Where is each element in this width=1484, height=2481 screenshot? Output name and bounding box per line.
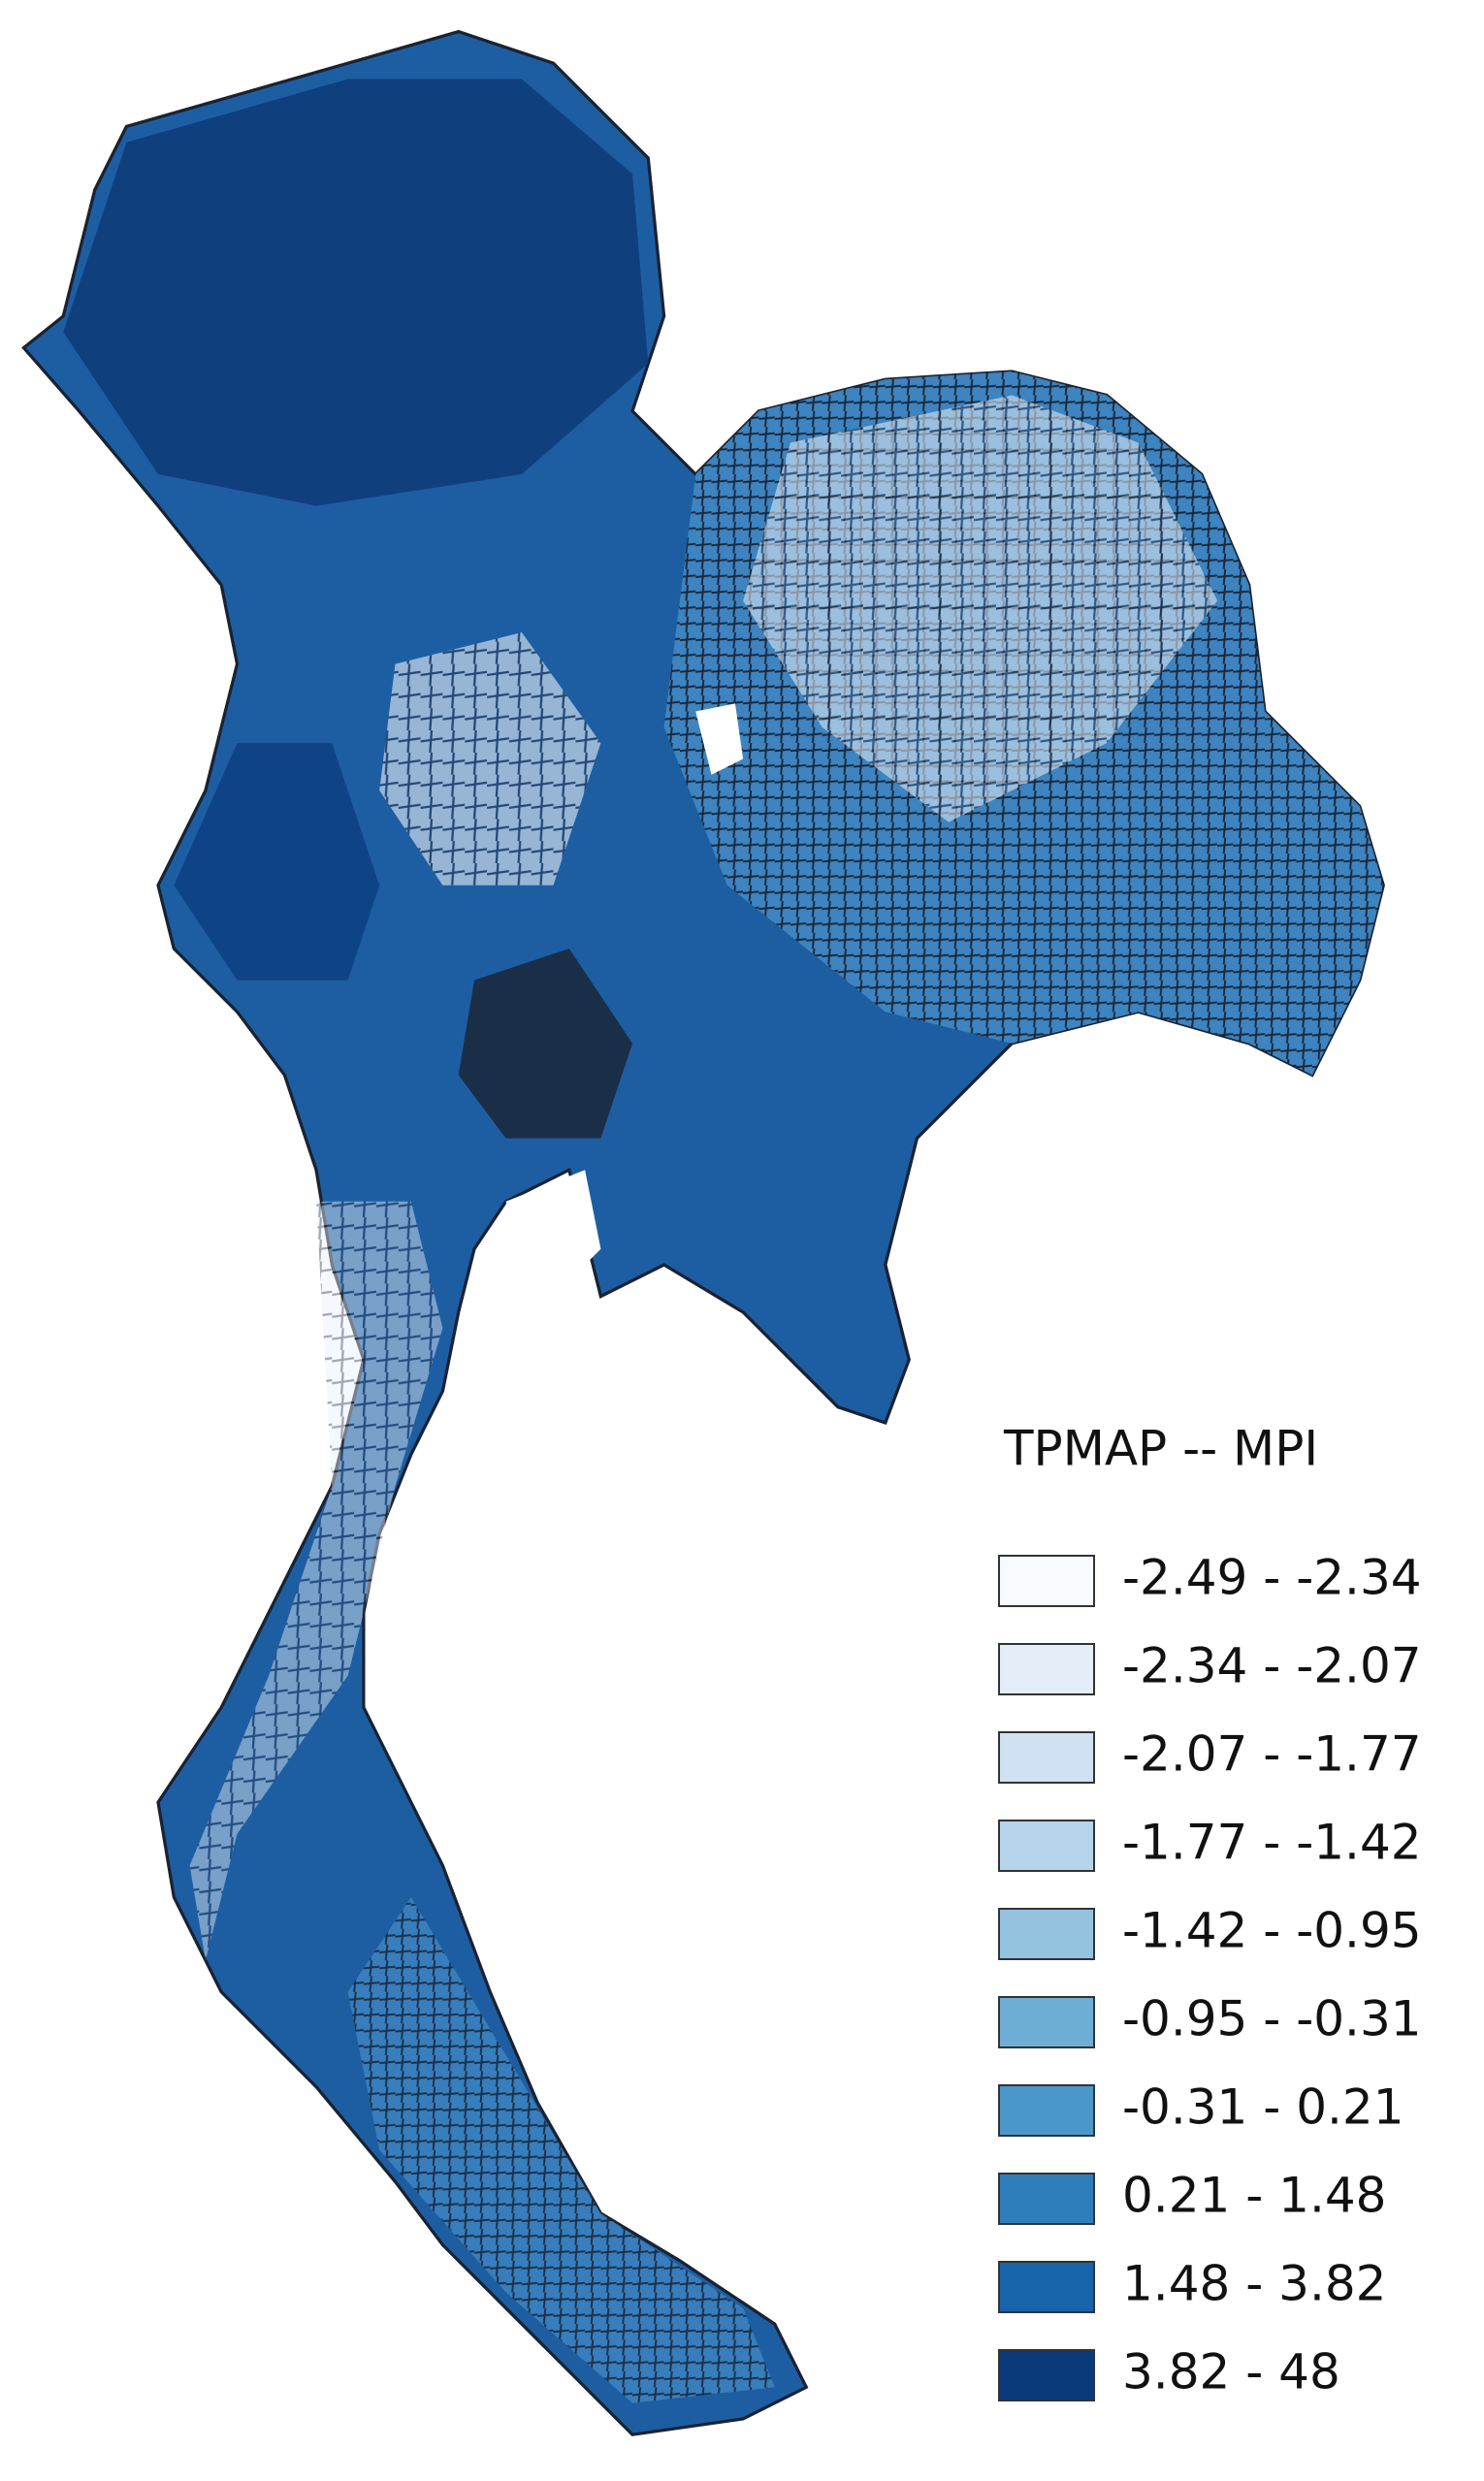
northeast-light <box>743 395 1218 822</box>
legend-label: -2.34 - -2.07 <box>1122 1638 1422 1694</box>
legend-label: 1.48 - 3.82 <box>1122 2256 1387 2312</box>
legend-swatch <box>998 2261 1095 2313</box>
legend-label: 3.82 - 48 <box>1122 2344 1340 2400</box>
legend-swatch <box>998 2349 1095 2401</box>
south-mixed <box>347 1897 775 2403</box>
lake <box>695 703 744 775</box>
legend-title: TPMAP -- MPI <box>1003 1421 1318 1477</box>
legend-label: -0.95 - -0.31 <box>1122 1991 1422 2047</box>
central-light <box>379 632 601 886</box>
legend-swatch <box>998 1555 1095 1607</box>
legend: -2.49 - -2.34 -2.34 - -2.07 -2.07 - -1.77 -… <box>998 1550 1422 2401</box>
peninsula-light <box>189 1201 443 1961</box>
west-dark <box>174 743 380 981</box>
legend-label: -2.07 - -1.77 <box>1122 1726 1422 1783</box>
legend-label: -1.42 - -0.95 <box>1122 1903 1422 1959</box>
legend-swatch <box>998 2173 1095 2225</box>
legend-label: -2.49 - -2.34 <box>1122 1550 1422 1606</box>
gulf <box>505 1170 601 1281</box>
thailand-map <box>21 29 1385 2436</box>
legend-swatch <box>998 1996 1095 2048</box>
central-dense <box>458 949 632 1139</box>
legend-swatch <box>998 1643 1095 1695</box>
legend-swatch <box>998 1731 1095 1784</box>
legend-swatch <box>998 2084 1095 2137</box>
legend-swatch <box>998 1908 1095 1960</box>
north-dark <box>63 79 649 506</box>
legend-label: -1.77 - -1.42 <box>1122 1815 1422 1871</box>
legend-label: -0.31 - 0.21 <box>1122 2079 1404 2136</box>
legend-label: 0.21 - 1.48 <box>1122 2168 1387 2224</box>
legend-swatch <box>998 1820 1095 1872</box>
